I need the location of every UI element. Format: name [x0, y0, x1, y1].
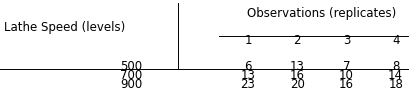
Text: 7: 7: [342, 60, 349, 73]
Text: Lathe Speed (levels): Lathe Speed (levels): [4, 21, 125, 34]
Text: 13: 13: [240, 69, 255, 82]
Text: 4: 4: [391, 34, 398, 47]
Text: 900: 900: [120, 78, 142, 91]
Text: Observations (replicates): Observations (replicates): [247, 7, 396, 20]
Text: 1: 1: [244, 34, 251, 47]
Text: 2: 2: [293, 34, 300, 47]
Text: 700: 700: [120, 69, 142, 82]
Text: 500: 500: [120, 60, 142, 73]
Text: 23: 23: [240, 78, 255, 91]
Text: 10: 10: [338, 69, 353, 82]
Text: 16: 16: [289, 69, 304, 82]
Text: 13: 13: [289, 60, 304, 73]
Text: 20: 20: [289, 78, 304, 91]
Text: 14: 14: [387, 69, 402, 82]
Text: 3: 3: [342, 34, 349, 47]
Text: 6: 6: [244, 60, 251, 73]
Text: 18: 18: [387, 78, 402, 91]
Text: 8: 8: [391, 60, 398, 73]
Text: 16: 16: [338, 78, 353, 91]
